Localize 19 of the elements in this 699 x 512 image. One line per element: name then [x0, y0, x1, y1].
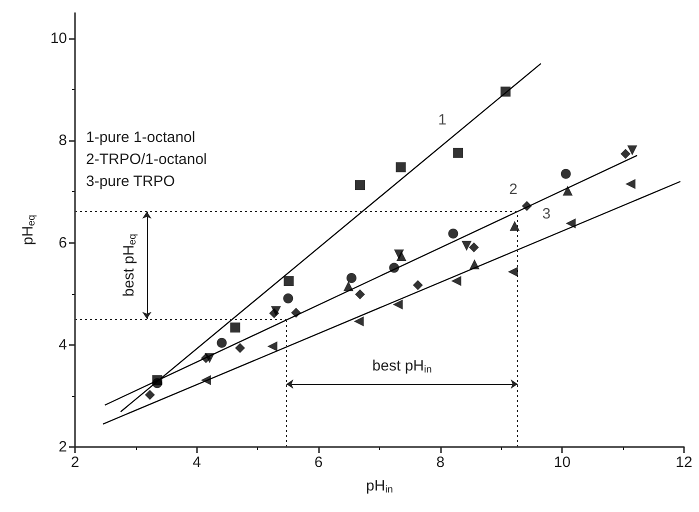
- x-tick-label: 4: [192, 454, 201, 471]
- x-tick-label: 12: [676, 454, 692, 471]
- annotation: 2-TRPO/1-octanol: [86, 151, 207, 168]
- y-tick-label: 2: [58, 438, 67, 456]
- annotation: 2: [509, 181, 518, 198]
- x-tick-label: 8: [436, 454, 445, 471]
- annotation: 1-pure 1-octanol: [86, 129, 196, 146]
- y-tick-label: 8: [58, 132, 67, 150]
- y-tick-label: 4: [58, 336, 67, 354]
- x-tick-label: 6: [314, 454, 323, 471]
- annotation: 3: [542, 206, 551, 223]
- x-tick-label: 10: [554, 454, 571, 471]
- x-tick-label: 2: [70, 454, 80, 471]
- y-axis-title: pHeq: [20, 214, 38, 246]
- annotation: best pHeq: [120, 234, 138, 297]
- annotation: 1: [438, 111, 447, 128]
- y-tick-label: 6: [58, 234, 67, 252]
- y-tick-label: 10: [50, 30, 67, 48]
- annotation: 3-pure TRPO: [86, 173, 175, 190]
